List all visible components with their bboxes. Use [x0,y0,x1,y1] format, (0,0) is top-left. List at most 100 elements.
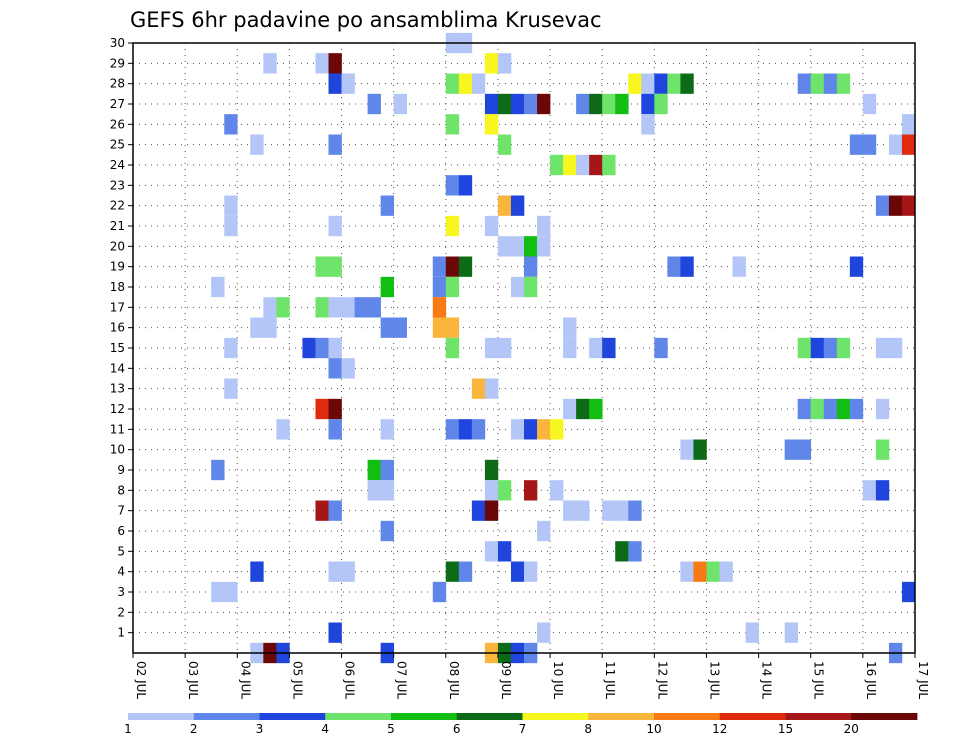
precip-cell [328,256,342,277]
precip-cell [563,500,577,521]
y-tick-label: 21 [110,219,125,233]
precip-cell [393,93,407,115]
x-tick-label: 17 JUL [916,661,930,699]
y-tick-label: 30 [110,36,125,50]
precip-cell [328,500,342,521]
precip-cell [849,134,864,155]
precip-cell [250,134,264,155]
colorbar-label: 1 [124,722,132,736]
precip-cell [797,337,812,359]
chart-title: GEFS 6hr padavine po ansamblima Krusevac [130,8,602,32]
precip-cell [458,419,473,440]
precip-cell [680,561,694,582]
precip-cell [328,215,342,237]
precip-cell [458,175,473,196]
x-tick-label: 02 JUL [134,661,148,699]
precip-cell [732,256,746,277]
colorbar-swatch [851,713,918,720]
x-tick-label: 13 JUL [707,661,721,699]
y-tick-label: 7 [117,504,125,518]
precip-cell [836,398,851,420]
precip-cell [836,73,851,94]
precip-cell [354,297,368,318]
precip-cell [745,622,759,643]
precip-cell [719,561,733,582]
colorbar-swatch [193,713,260,720]
colorbar-label: 3 [256,722,264,736]
precip-cell [862,93,877,115]
precip-cell [328,358,342,379]
y-axis-ticks: 1234567891011121314151617181920212223242… [110,36,133,640]
precip-cell [576,154,590,176]
y-tick-label: 9 [117,463,125,477]
colorbar-swatch [654,713,721,720]
y-tick-label: 19 [110,260,125,274]
precip-cell [510,236,525,257]
y-tick-label: 12 [110,402,125,416]
precip-cell [641,73,655,94]
y-tick-label: 13 [110,382,125,396]
precip-cell [211,276,225,298]
precip-cell [328,561,342,582]
precip-cell [484,500,499,521]
colorbar-label: 7 [519,722,527,736]
precip-cell [563,154,577,176]
precip-cell [888,134,903,155]
precip-cell [576,500,590,521]
precip-cell [615,500,629,521]
precip-cell [849,398,864,420]
x-tick-label: 11 JUL [603,661,617,699]
precip-cell [524,93,538,115]
precip-cell [211,581,225,603]
precip-cell [797,398,812,420]
precip-cell [302,337,316,359]
precip-cell [797,439,812,460]
y-tick-label: 22 [110,199,125,213]
colorbar-swatch [719,713,786,720]
precip-cell [328,419,342,440]
precip-cell [484,114,499,135]
colorbar-label: 15 [778,722,793,736]
x-tick-label: 09 JUL [499,661,513,699]
colorbar: 1 2 3 4 5 6 7 8 10 12 15 20 [124,713,918,736]
precip-cell [367,297,381,318]
precip-cell [550,419,564,440]
precip-cell [432,276,447,298]
y-tick-label: 23 [110,178,125,192]
precip-cell [445,256,460,277]
precip-cell [524,256,538,277]
x-tick-label: 07 JUL [395,661,409,699]
precip-cell [315,337,329,359]
precip-cell [263,317,277,338]
precip-cell [537,215,551,237]
precip-cell [875,480,890,501]
x-tick-label: 06 JUL [343,661,357,699]
y-tick-label: 17 [110,300,125,314]
precip-cell [510,276,525,298]
precip-cell [615,541,629,562]
precip-cell [537,93,551,115]
colorbar-swatch [522,713,589,720]
precip-cell [328,53,342,74]
x-tick-label: 03 JUL [186,661,200,699]
precip-cell [432,317,447,338]
precip-cell [445,73,460,94]
precip-cell [497,53,512,74]
y-tick-label: 15 [110,341,125,355]
precip-cell [510,561,525,582]
precip-cell [341,297,355,318]
precip-cell [823,398,838,420]
precip-cell [563,398,577,420]
y-tick-label: 14 [110,361,125,375]
precip-cell [484,337,499,359]
colorbar-label: 20 [844,722,859,736]
colorbar-swatch [785,713,852,720]
precip-cell [484,53,499,74]
precip-cell [602,154,616,176]
precip-cell [393,317,407,338]
precip-cell [875,337,890,359]
precip-cell [445,561,460,582]
precip-cell [654,337,668,359]
precip-cell [706,561,720,582]
